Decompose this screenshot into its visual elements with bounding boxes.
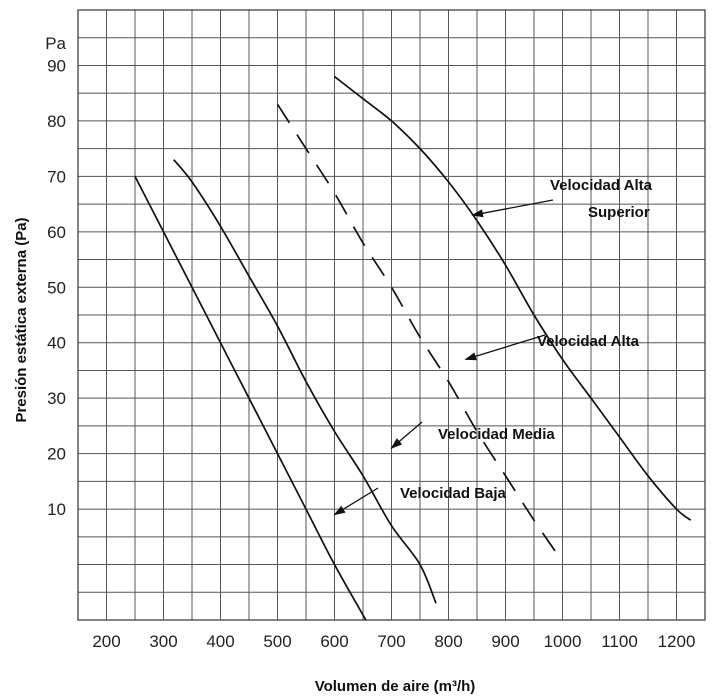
grid — [77, 9, 706, 621]
annotation-alta-superior-line1: Velocidad Alta — [550, 177, 653, 194]
x-tick-label: 700 — [377, 632, 405, 651]
x-tick-label: 1200 — [658, 632, 696, 651]
y-tick-label: 90 — [47, 56, 66, 75]
y-tick-label: 10 — [47, 500, 66, 519]
x-tick-label: 800 — [434, 632, 462, 651]
x-tick-label: 500 — [263, 632, 291, 651]
x-tick-label: 300 — [149, 632, 177, 651]
annotation-alta-superior-line2: Superior — [588, 204, 650, 221]
x-tick-label: 1100 — [601, 632, 638, 651]
y-unit-label: Pa — [45, 34, 66, 53]
x-tick-label: 600 — [320, 632, 348, 651]
x-tick-label: 900 — [491, 632, 519, 651]
y-tick-label: 70 — [47, 167, 66, 186]
y-tick-label: 60 — [47, 223, 66, 242]
y-axis-title: Presión estática externa (Pa) — [13, 217, 30, 422]
x-tick-label: 400 — [206, 632, 234, 651]
annotation-arrow — [390, 421, 423, 449]
y-tick-label: 30 — [47, 389, 66, 408]
series-line-0 — [134, 175, 367, 621]
y-tick-label: 80 — [47, 112, 66, 131]
series-line-2 — [276, 103, 558, 554]
annotation-arrow — [471, 199, 554, 218]
y-tick-label: 50 — [47, 278, 66, 297]
annotation-arrow — [333, 487, 379, 516]
x-tick-label: 200 — [92, 632, 120, 651]
annotation-baja: Velocidad Baja — [400, 485, 507, 502]
series-line-3 — [333, 75, 692, 521]
annotations — [333, 199, 554, 516]
series-line-1 — [173, 159, 437, 604]
x-tick-label: 1000 — [544, 632, 582, 651]
plot-frame — [77, 9, 706, 621]
annotation-arrow — [464, 334, 546, 361]
tick-labels: 200 300 400 500 600 700 800 900 1000 1100 1200 10 20… — [47, 56, 695, 651]
series-group — [134, 75, 692, 621]
y-tick-label: 40 — [47, 334, 66, 353]
annotation-media: Velocidad Media — [438, 426, 555, 443]
y-tick-label: 20 — [47, 445, 66, 464]
annotation-alta: Velocidad Alta — [537, 333, 640, 350]
x-axis-title: Volumen de aire (m³/h) — [315, 678, 476, 695]
